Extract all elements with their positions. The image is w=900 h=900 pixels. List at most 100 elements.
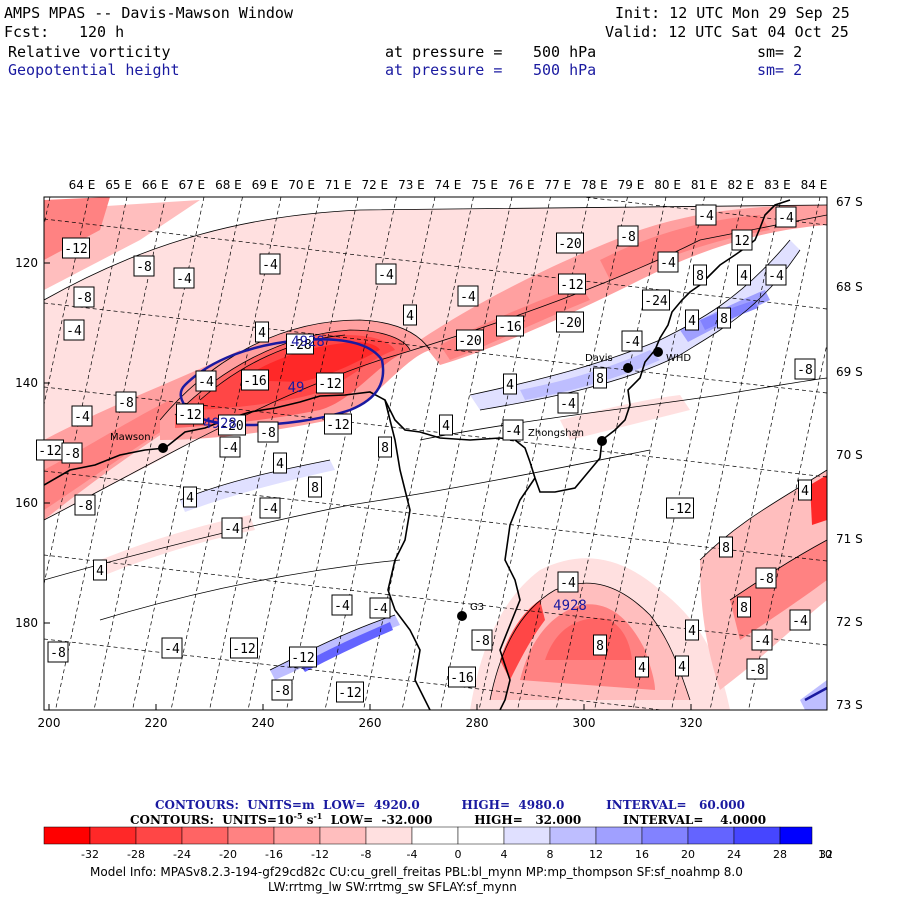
vort-label: -4	[164, 642, 180, 657]
vort-label-box	[456, 329, 484, 351]
top-longitude-label: 80 E	[654, 178, 681, 192]
caption-exp: -5	[293, 811, 303, 821]
station-marker-g3	[457, 611, 467, 621]
vort-label: 4	[276, 457, 284, 472]
vort-label-box	[798, 479, 812, 501]
colorbar-level: -8	[361, 848, 372, 861]
vort-label: -4	[754, 634, 770, 649]
colorbar-swatch	[43, 826, 91, 845]
vort-label-box	[471, 629, 493, 651]
vort-label-box	[746, 658, 768, 680]
colorbar-swatch	[687, 826, 735, 845]
vort-label-box	[63, 319, 85, 341]
vort-label: -8	[749, 663, 765, 678]
vort-label: -8	[118, 396, 134, 411]
vort-label-box	[331, 594, 353, 616]
vort-label-box	[403, 304, 417, 326]
vort-label: 4	[740, 269, 748, 284]
height-label: 4928	[291, 334, 325, 350]
top-longitude-label: 65 E	[105, 178, 132, 192]
vort-label-box	[183, 486, 197, 508]
bottom-tick-label: 280	[466, 716, 489, 730]
vort-label: -4	[792, 614, 808, 629]
vort-label: 4	[442, 419, 450, 434]
top-longitude-label: 71 E	[325, 178, 352, 192]
vort-label: -12	[668, 502, 691, 517]
colorbar-swatch	[733, 826, 781, 845]
vort-label-box	[259, 253, 281, 275]
vort-label: 4	[506, 378, 514, 393]
colorbar-swatch	[319, 826, 367, 845]
top-longitude-label: 78 E	[581, 178, 608, 192]
caption-units: CONTOURS: UNITS=10	[130, 813, 294, 827]
vort-label: -16	[243, 374, 266, 389]
vort-label-box	[286, 333, 314, 355]
top-longitude-label: 83 E	[764, 178, 791, 192]
caption-range: LOW= -32.000 HIGH= 32.000 INTERVAL= 4.00…	[322, 813, 767, 827]
vort-label-box	[176, 403, 204, 425]
vort-label-box	[685, 619, 699, 641]
station-marker-whd	[653, 347, 663, 357]
vort-label: 4	[688, 624, 696, 639]
field1-level-label: at pressure =	[385, 43, 503, 61]
colorbar-level: 8	[547, 848, 554, 861]
colorbar-swatch	[135, 826, 183, 845]
field1-smooth: sm= 2	[757, 43, 803, 61]
vort-label-box	[755, 567, 777, 589]
vort-label-box	[375, 263, 397, 285]
vorticity-labels: -12-8-4-4-8-4-44-4 4 -16-20-12-8-20-24-20-…	[36, 204, 816, 703]
colorbar-swatch	[549, 826, 597, 845]
vort-label-box	[621, 330, 643, 352]
caption-s-exp: -1	[313, 811, 323, 821]
vort-label: -4	[460, 290, 476, 305]
colorbar-swatch	[181, 826, 229, 845]
bottom-tick-label: 260	[359, 716, 382, 730]
colorbar-swatch	[89, 826, 137, 845]
vort-label-box	[71, 405, 93, 427]
vort-label: -12	[318, 377, 341, 392]
vort-label-box	[789, 609, 811, 631]
vort-label-box	[557, 392, 579, 414]
vort-label: -12	[232, 642, 255, 657]
right-latitude-label: 70 S	[836, 448, 863, 462]
vort-label: -4	[378, 268, 394, 283]
vort-label-box	[219, 436, 241, 458]
vort-label: 8	[311, 481, 319, 496]
height-label: 4928	[203, 416, 237, 432]
vort-label-box	[218, 414, 246, 436]
top-longitude-label: 70 E	[288, 178, 315, 192]
vort-label-box	[161, 637, 183, 659]
vort-label: -8	[50, 646, 66, 661]
vort-label: 4	[678, 660, 686, 675]
right-latitude-label: 68 S	[836, 280, 863, 294]
vort-label: -24	[644, 294, 668, 309]
colorbar-swatch	[779, 826, 813, 845]
vort-label: 4	[688, 314, 696, 329]
colorbar-level: -4	[407, 848, 418, 861]
vort-label-box	[93, 559, 107, 581]
vort-label: -4	[74, 410, 90, 425]
model-info: Model Info: MPASv8.2.3-194-gf29cd82c CU:…	[90, 865, 743, 879]
bottom-tick-label: 300	[573, 716, 596, 730]
height-label: 4928	[553, 598, 587, 614]
station-label-davis: Davis	[585, 353, 613, 364]
vort-label: -4	[176, 272, 192, 287]
vorticity-contour-caption: CONTOURS: UNITS=10-5 s-1 LOW= -32.000 HI…	[130, 811, 766, 827]
vort-label-box	[556, 311, 584, 333]
vort-label-box	[503, 373, 517, 395]
field2-smooth: sm= 2	[757, 61, 803, 79]
vort-label-box	[558, 273, 586, 295]
vort-label: 8	[720, 312, 728, 327]
colorbar-level: 32	[819, 848, 833, 861]
vort-label-box	[666, 497, 694, 519]
vort-label: -12	[38, 444, 61, 459]
vort-label-box	[496, 315, 524, 337]
vort-label: 4	[258, 326, 266, 341]
colorbar-level: -16	[265, 848, 283, 861]
vort-label: -20	[558, 237, 581, 252]
vort-label-box	[308, 476, 322, 498]
station-marker-mawson	[158, 443, 168, 453]
vort-label: -4	[262, 502, 278, 517]
vort-label: -4	[262, 258, 278, 273]
left-tick-label: 160	[15, 496, 38, 510]
